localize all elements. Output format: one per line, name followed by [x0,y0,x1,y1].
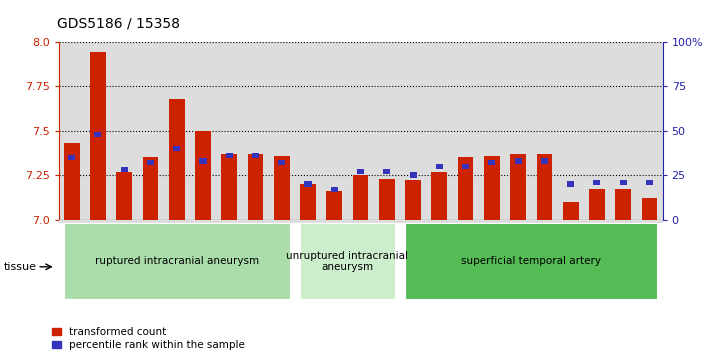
Bar [174,146,180,151]
Bar [593,180,600,185]
Bar [462,164,469,169]
Bar [121,167,128,172]
Bar [226,153,233,158]
Bar [541,158,548,164]
Bar [64,143,79,220]
Bar [511,154,526,220]
Bar [116,172,132,220]
Bar [169,99,185,220]
Bar [221,154,237,220]
Bar [431,172,447,220]
Bar [515,158,522,164]
Bar [143,158,159,220]
Bar [646,180,653,185]
Bar [379,179,395,220]
Bar [199,158,206,164]
Bar [252,153,259,158]
Bar [615,189,631,220]
Bar [488,160,496,166]
Bar [353,175,368,220]
Bar [357,169,364,174]
Bar [248,154,263,220]
Bar [300,184,316,220]
Bar [383,169,391,174]
Bar [90,52,106,220]
Text: tissue: tissue [4,262,36,272]
Text: GDS5186 / 15358: GDS5186 / 15358 [57,16,180,30]
Bar [326,191,342,220]
Bar [567,182,574,187]
Bar [620,180,627,185]
Bar [436,164,443,169]
Text: unruptured intracranial
aneurysm: unruptured intracranial aneurysm [286,250,408,272]
Bar [589,189,605,220]
Bar [278,160,286,166]
Bar [642,198,658,220]
Bar [410,172,417,178]
Bar [406,180,421,220]
Bar [331,187,338,192]
Bar [536,154,553,220]
Bar [195,131,211,220]
Bar [458,158,473,220]
Bar [484,156,500,220]
Bar [304,182,311,187]
Text: superficial temporal artery: superficial temporal artery [461,256,601,266]
Legend: transformed count, percentile rank within the sample: transformed count, percentile rank withi… [48,323,249,354]
Bar [94,131,101,137]
Bar [563,202,578,220]
Bar [147,160,154,166]
Text: ruptured intracranial aneurysm: ruptured intracranial aneurysm [95,256,258,266]
Bar [274,156,290,220]
Bar [68,155,75,160]
